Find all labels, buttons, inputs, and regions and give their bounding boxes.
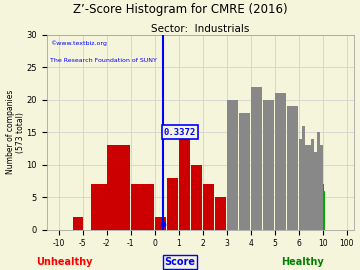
Bar — [305, 145, 307, 230]
Bar — [239, 113, 251, 230]
Y-axis label: Number of companies
(573 total): Number of companies (573 total) — [5, 90, 25, 174]
Text: Score: Score — [165, 257, 195, 267]
Text: ©www.textbiz.org: ©www.textbiz.org — [50, 41, 107, 46]
Bar — [73, 217, 82, 230]
Bar — [251, 87, 262, 230]
Bar — [298, 139, 302, 230]
Text: Z’-Score Histogram for CMRE (2016): Z’-Score Histogram for CMRE (2016) — [73, 3, 287, 16]
Bar — [227, 100, 238, 230]
Bar — [91, 184, 99, 230]
Bar — [155, 217, 166, 230]
Bar — [179, 126, 190, 230]
Bar — [191, 165, 202, 230]
Bar — [203, 184, 215, 230]
Bar — [275, 93, 287, 230]
Bar — [287, 106, 298, 230]
Bar — [167, 178, 179, 230]
Bar — [215, 197, 226, 230]
Bar — [263, 100, 274, 230]
Bar — [99, 184, 107, 230]
Text: Unhealthy: Unhealthy — [37, 257, 93, 267]
Bar — [311, 139, 314, 230]
Bar — [314, 152, 316, 230]
Title: Sector:  Industrials: Sector: Industrials — [151, 24, 249, 34]
Bar — [316, 132, 320, 230]
Text: Healthy: Healthy — [281, 257, 324, 267]
Bar — [307, 145, 311, 230]
Text: 0.3372: 0.3372 — [164, 128, 196, 137]
Text: The Research Foundation of SUNY: The Research Foundation of SUNY — [50, 58, 157, 63]
Bar — [320, 145, 323, 230]
Bar — [131, 184, 154, 230]
Bar — [107, 145, 130, 230]
Bar — [302, 126, 305, 230]
